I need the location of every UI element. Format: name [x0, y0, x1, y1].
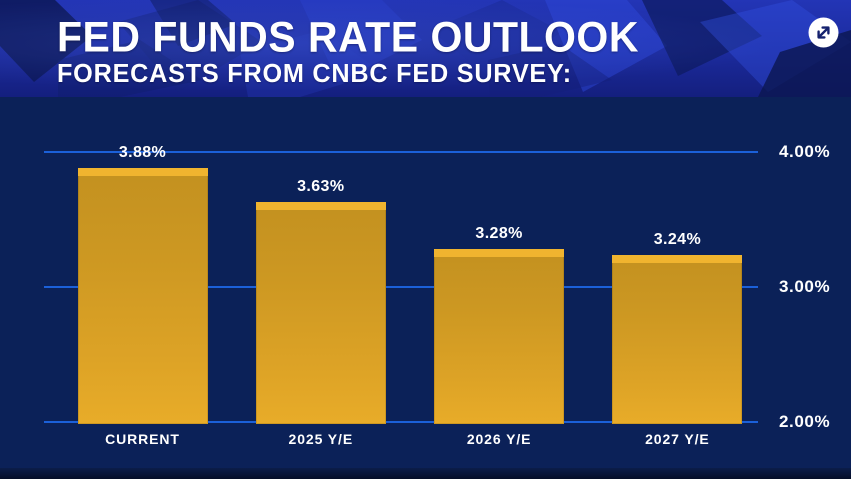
header-banner: FED FUNDS RATE OUTLOOK FORECASTS FROM CN…	[0, 0, 851, 97]
bar-top-cap	[612, 254, 743, 263]
gridline	[44, 151, 758, 153]
bar-2027-y-e	[612, 254, 743, 424]
page-subtitle: FORECASTS FROM CNBC FED SURVEY:	[57, 58, 572, 88]
expand-button[interactable]	[808, 17, 839, 48]
x-axis-label: 2026 Y/E	[466, 431, 532, 447]
gridline	[44, 421, 758, 423]
gridline	[44, 286, 758, 288]
plot-area: 4.00% 3.00% 2.00% 3.88% CURRENT 3.63% 2025 Y/E…	[0, 97, 851, 468]
header-text-block: FED FUNDS RATE OUTLOOK FORECASTS FROM CN…	[57, 12, 639, 88]
bar-2026-y-e	[434, 249, 565, 424]
y-axis-label: 4.00%	[779, 142, 831, 161]
bar-current	[77, 168, 208, 424]
header-sheen	[0, 0, 851, 97]
page-title: FED FUNDS RATE OUTLOOK	[57, 12, 639, 61]
bar-top-cap	[255, 201, 386, 210]
bar-top-cap	[77, 168, 208, 177]
x-axis-label: 2025 Y/E	[288, 431, 354, 447]
y-axis-label: 2.00%	[779, 412, 831, 431]
x-axis-label: 2027 Y/E	[645, 431, 710, 447]
cube-pattern-background	[0, 0, 851, 97]
footer-strip	[0, 468, 851, 479]
bar-top-cap	[434, 249, 565, 258]
x-axis-label: CURRENT	[105, 431, 180, 447]
bar-value-label: 3.28%	[475, 225, 523, 243]
bar-value-label: 3.88%	[118, 144, 167, 162]
bar-value-label: 3.24%	[653, 230, 702, 248]
expand-arrows-icon	[808, 17, 839, 48]
bar-2025-y-e	[255, 201, 386, 424]
bar-value-label: 3.63%	[297, 177, 345, 195]
y-axis-label: 3.00%	[779, 277, 831, 296]
